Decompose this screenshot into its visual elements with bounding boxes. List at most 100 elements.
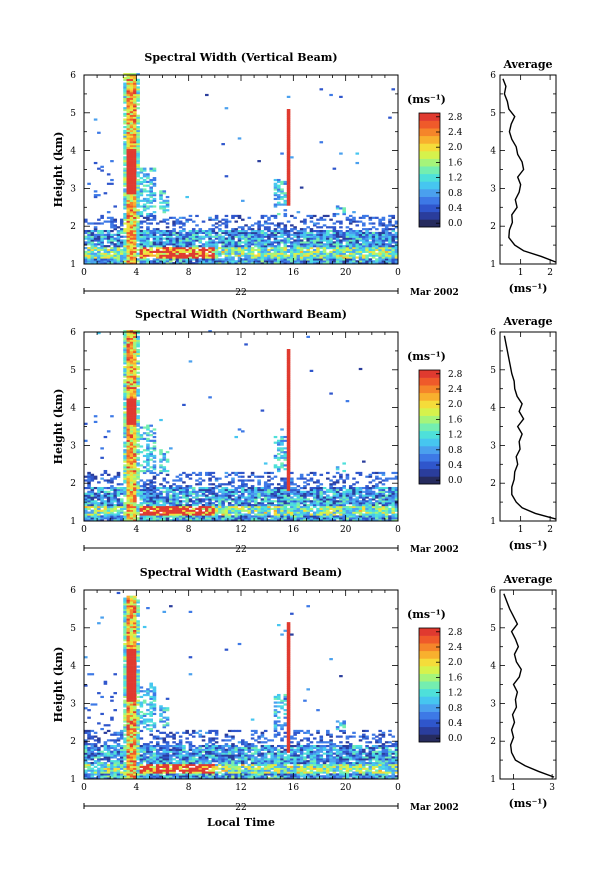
heatmap-cell xyxy=(126,154,131,157)
heatmap-cell xyxy=(332,252,337,255)
heatmap-cell xyxy=(175,509,180,512)
heatmap-cell xyxy=(329,488,333,492)
heatmap-cell xyxy=(286,452,291,456)
heatmap-cell xyxy=(133,426,137,429)
heatmap-cell xyxy=(106,519,111,522)
heatmap-cell xyxy=(129,400,134,403)
heatmap-cell xyxy=(326,519,330,522)
heatmap-cell xyxy=(339,486,343,490)
heatmap-cell xyxy=(155,262,160,265)
heatmap-cell xyxy=(188,233,193,236)
heatmap-cell xyxy=(133,201,137,204)
heatmap-cell xyxy=(195,498,199,501)
heatmap-cell xyxy=(169,502,173,505)
heatmap-cell xyxy=(394,237,399,240)
heatmap-cell xyxy=(169,507,173,510)
heatmap-cell xyxy=(342,513,346,516)
heatmap-cell xyxy=(286,375,291,378)
heatmap-cell xyxy=(205,503,209,507)
heatmap-cell xyxy=(182,511,186,514)
heatmap-cell xyxy=(84,258,88,261)
heatmap-cell xyxy=(384,235,389,238)
heatmap-cell xyxy=(129,120,134,123)
heatmap-cell xyxy=(286,186,291,189)
heatmap-cell xyxy=(218,246,222,250)
heatmap-cell xyxy=(97,502,101,505)
heatmap-cell xyxy=(368,222,373,225)
heatmap-cell xyxy=(90,488,95,492)
heatmap-cell xyxy=(110,485,114,488)
heatmap-cell xyxy=(257,483,261,486)
heatmap-cell xyxy=(378,250,382,253)
heatmap-cell xyxy=(214,479,219,482)
heatmap-cell xyxy=(227,505,232,509)
heatmap-cell xyxy=(87,496,91,499)
heatmap-cell xyxy=(316,250,320,253)
heatmap-cell xyxy=(116,517,121,520)
heatmap-cell xyxy=(149,178,153,182)
heatmap-cell xyxy=(103,513,108,516)
heatmap-cell xyxy=(152,471,157,475)
heatmap-cell xyxy=(368,228,373,231)
heatmap-cell xyxy=(172,502,176,505)
heatmap-cell xyxy=(139,426,144,429)
heatmap-cell xyxy=(136,133,140,136)
heatmap-cell xyxy=(273,188,278,191)
heatmap-cell xyxy=(214,485,219,488)
heatmap-cell xyxy=(126,407,131,410)
heatmap-cell xyxy=(123,256,127,259)
heatmap-cell xyxy=(152,228,157,231)
heatmap-cell xyxy=(103,486,108,490)
heatmap-cell xyxy=(133,178,137,182)
y-axis-label: Height (km) xyxy=(52,132,65,208)
heatmap-cell xyxy=(133,216,137,219)
heatmap-cell xyxy=(260,254,265,257)
heatmap-cell xyxy=(241,502,245,505)
heatmap-cell xyxy=(149,167,153,170)
heatmap-cell xyxy=(188,503,193,507)
heatmap-cell xyxy=(133,469,137,473)
heatmap-cell xyxy=(133,180,137,184)
heatmap-cell xyxy=(142,250,147,253)
heatmap-cell xyxy=(244,515,248,518)
heatmap-cell xyxy=(332,505,337,509)
heatmap-cell xyxy=(149,195,153,199)
heatmap-cell xyxy=(378,517,382,520)
heatmap-cell xyxy=(142,180,147,184)
heatmap-cell xyxy=(191,229,196,233)
heatmap-cell xyxy=(139,220,144,223)
heatmap-cell xyxy=(133,135,137,138)
heatmap-cell xyxy=(335,492,340,495)
heatmap-cell xyxy=(126,367,131,371)
heatmap-cell xyxy=(129,211,134,214)
heatmap-cell xyxy=(231,256,235,259)
heatmap-cell xyxy=(126,214,131,218)
heatmap-cell xyxy=(123,205,127,208)
heatmap-cell xyxy=(316,231,320,235)
heatmap-cell xyxy=(296,250,301,253)
heatmap-cell xyxy=(129,127,134,131)
heatmap-cell xyxy=(136,231,140,235)
heatmap-cell xyxy=(119,507,124,510)
heatmap-cell xyxy=(100,447,104,450)
heatmap-cell xyxy=(201,258,206,261)
heatmap-cell xyxy=(355,503,360,507)
heatmap-cell xyxy=(159,241,163,244)
heatmap-cell xyxy=(381,239,386,242)
heatmap-cell xyxy=(133,503,137,507)
heatmap-cell xyxy=(155,494,160,497)
heatmap-cell xyxy=(276,178,281,182)
heatmap-cell xyxy=(244,243,248,246)
heatmap-cell xyxy=(250,243,255,246)
heatmap-cell xyxy=(329,243,333,246)
heatmap-cell xyxy=(303,231,307,235)
heatmap-cell xyxy=(142,235,147,238)
heatmap-cell xyxy=(126,471,131,475)
heatmap-cell xyxy=(142,513,147,516)
heatmap-cell xyxy=(286,110,291,114)
heatmap-cell xyxy=(319,509,324,512)
heatmap-cell xyxy=(126,199,131,202)
heatmap-cell xyxy=(139,254,144,257)
heatmap-cell xyxy=(149,222,153,225)
heatmap-cell xyxy=(332,256,337,259)
